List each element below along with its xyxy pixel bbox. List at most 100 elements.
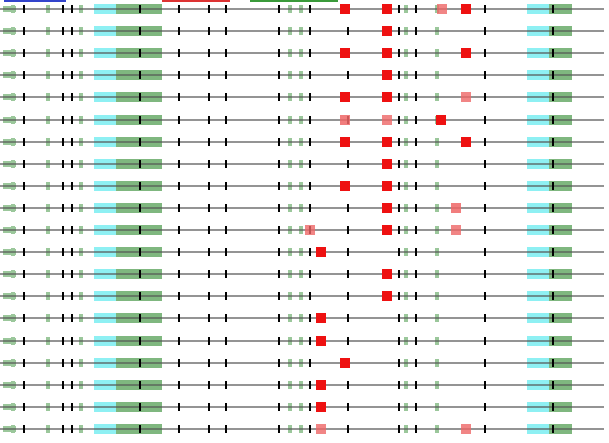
tick-mark bbox=[208, 138, 210, 146]
track-row bbox=[0, 424, 604, 434]
red-variant-marker bbox=[382, 48, 392, 58]
tick-mark bbox=[62, 226, 64, 234]
tick-mark bbox=[225, 49, 227, 57]
tick-mark bbox=[23, 204, 25, 212]
tick-mark bbox=[208, 204, 210, 212]
tick-mark bbox=[484, 381, 486, 389]
tick-mark bbox=[62, 27, 64, 35]
tick-mark bbox=[552, 138, 554, 146]
track-row bbox=[0, 181, 604, 191]
tick-mark bbox=[71, 71, 73, 79]
tick-mark bbox=[178, 359, 180, 367]
tick-mark bbox=[225, 314, 227, 322]
tick-mark bbox=[139, 93, 141, 101]
tick-mark bbox=[62, 292, 64, 300]
tick-mark bbox=[415, 270, 417, 278]
tick-mark bbox=[62, 425, 64, 433]
red-variant-marker bbox=[461, 137, 471, 147]
tick-mark bbox=[398, 204, 400, 212]
tick-mark bbox=[309, 337, 311, 345]
tick-mark bbox=[552, 403, 554, 411]
red-variant-marker bbox=[316, 402, 326, 412]
tick-mark bbox=[208, 226, 210, 234]
tick-mark bbox=[484, 93, 486, 101]
tick-mark bbox=[278, 270, 280, 278]
tick-mark bbox=[398, 138, 400, 146]
tick-mark bbox=[398, 226, 400, 234]
red-variant-marker bbox=[340, 115, 350, 125]
tick-mark bbox=[552, 116, 554, 124]
tick-mark bbox=[484, 204, 486, 212]
red-variant-marker bbox=[340, 92, 350, 102]
tick-mark bbox=[347, 27, 349, 35]
red-variant-marker bbox=[382, 70, 392, 80]
tick-mark bbox=[278, 248, 280, 256]
tick-mark bbox=[139, 71, 141, 79]
tick-mark bbox=[415, 292, 417, 300]
tick-mark bbox=[208, 160, 210, 168]
tick-mark bbox=[398, 93, 400, 101]
tick-mark bbox=[225, 27, 227, 35]
tick-mark bbox=[398, 116, 400, 124]
tick-mark bbox=[484, 270, 486, 278]
tick-mark bbox=[309, 182, 311, 190]
tick-mark bbox=[552, 314, 554, 322]
tick-mark bbox=[398, 5, 400, 13]
red-variant-marker bbox=[340, 358, 350, 368]
tick-mark bbox=[71, 49, 73, 57]
tick-mark bbox=[278, 337, 280, 345]
track-row bbox=[0, 358, 604, 368]
tick-mark bbox=[278, 381, 280, 389]
tick-mark bbox=[71, 381, 73, 389]
tick-mark bbox=[62, 71, 64, 79]
tick-mark bbox=[484, 5, 486, 13]
tick-mark bbox=[278, 49, 280, 57]
red-variant-marker bbox=[340, 4, 350, 14]
tick-mark bbox=[178, 71, 180, 79]
red-variant-marker bbox=[382, 92, 392, 102]
red-variant-marker bbox=[382, 159, 392, 169]
tick-mark bbox=[309, 27, 311, 35]
tick-mark bbox=[552, 27, 554, 35]
tick-mark bbox=[484, 182, 486, 190]
tick-mark bbox=[178, 204, 180, 212]
red-variant-marker bbox=[316, 424, 326, 434]
tick-mark bbox=[398, 71, 400, 79]
tick-mark bbox=[278, 71, 280, 79]
tick-mark bbox=[208, 381, 210, 389]
tick-mark bbox=[23, 138, 25, 146]
tick-mark bbox=[309, 71, 311, 79]
tick-mark bbox=[208, 49, 210, 57]
track-row bbox=[0, 269, 604, 279]
legend-segment bbox=[162, 0, 230, 2]
tick-mark bbox=[309, 49, 311, 57]
red-variant-marker bbox=[382, 115, 392, 125]
tick-mark bbox=[139, 248, 141, 256]
tick-mark bbox=[62, 182, 64, 190]
tick-mark bbox=[309, 5, 311, 13]
tick-mark bbox=[208, 292, 210, 300]
red-variant-marker bbox=[316, 380, 326, 390]
tick-mark bbox=[139, 337, 141, 345]
tick-mark bbox=[398, 337, 400, 345]
red-variant-marker bbox=[382, 26, 392, 36]
tick-mark bbox=[347, 270, 349, 278]
tick-mark bbox=[62, 138, 64, 146]
tick-mark bbox=[415, 27, 417, 35]
tick-mark bbox=[552, 337, 554, 345]
tick-mark bbox=[415, 5, 417, 13]
tick-mark bbox=[23, 292, 25, 300]
tick-mark bbox=[347, 71, 349, 79]
tick-mark bbox=[415, 248, 417, 256]
tick-mark bbox=[398, 182, 400, 190]
tick-mark bbox=[398, 270, 400, 278]
red-variant-marker bbox=[451, 225, 461, 235]
tick-mark bbox=[484, 71, 486, 79]
red-variant-marker bbox=[437, 4, 447, 14]
tick-mark bbox=[415, 182, 417, 190]
tick-mark bbox=[225, 226, 227, 234]
tick-mark bbox=[398, 248, 400, 256]
tick-mark bbox=[225, 93, 227, 101]
tick-mark bbox=[225, 403, 227, 411]
tick-mark bbox=[178, 403, 180, 411]
